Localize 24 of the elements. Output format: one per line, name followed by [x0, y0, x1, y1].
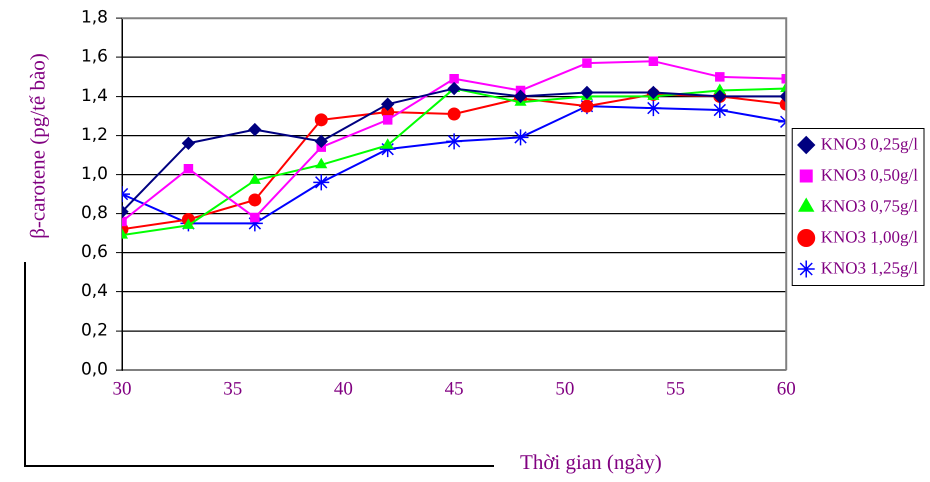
x-tick-label: 30: [112, 378, 132, 400]
y-tick-label: 1,8: [80, 8, 108, 28]
y-tick-label: 0,4: [80, 281, 108, 302]
y-tick-label: 0,8: [80, 203, 108, 224]
x-tick-label: 40: [334, 378, 353, 400]
x-tick-label: 50: [555, 378, 574, 400]
x-tick-label: 55: [666, 378, 686, 400]
y-tick-label: 1,0: [80, 164, 108, 184]
y-tick-label: 1,6: [80, 46, 108, 67]
y-axis-title: β-carotene (pg/tế bào): [26, 53, 50, 239]
y-tick-label: 0,6: [80, 242, 108, 262]
legend-label: KNO3 0,75g/l: [820, 196, 918, 216]
y-tick-label: 0,0: [80, 359, 108, 380]
x-tick-label: 60: [776, 378, 796, 400]
x-tick-label: 35: [223, 378, 242, 400]
x-tick-label: 45: [444, 378, 464, 400]
legend-label: KNO3 0,25g/l: [820, 134, 918, 154]
legend-label: KNO3 0,50g/l: [820, 165, 918, 184]
legend-label: KNO3 1,25g/l: [820, 258, 918, 278]
y-tick-label: 1,4: [80, 86, 108, 106]
y-tick-label: 0,2: [80, 320, 108, 340]
x-axis-title: Thời gian (ngày): [520, 450, 662, 475]
legend-label: KNO3 1,00g/l: [820, 227, 918, 246]
y-tick-label: 1,2: [80, 124, 108, 145]
